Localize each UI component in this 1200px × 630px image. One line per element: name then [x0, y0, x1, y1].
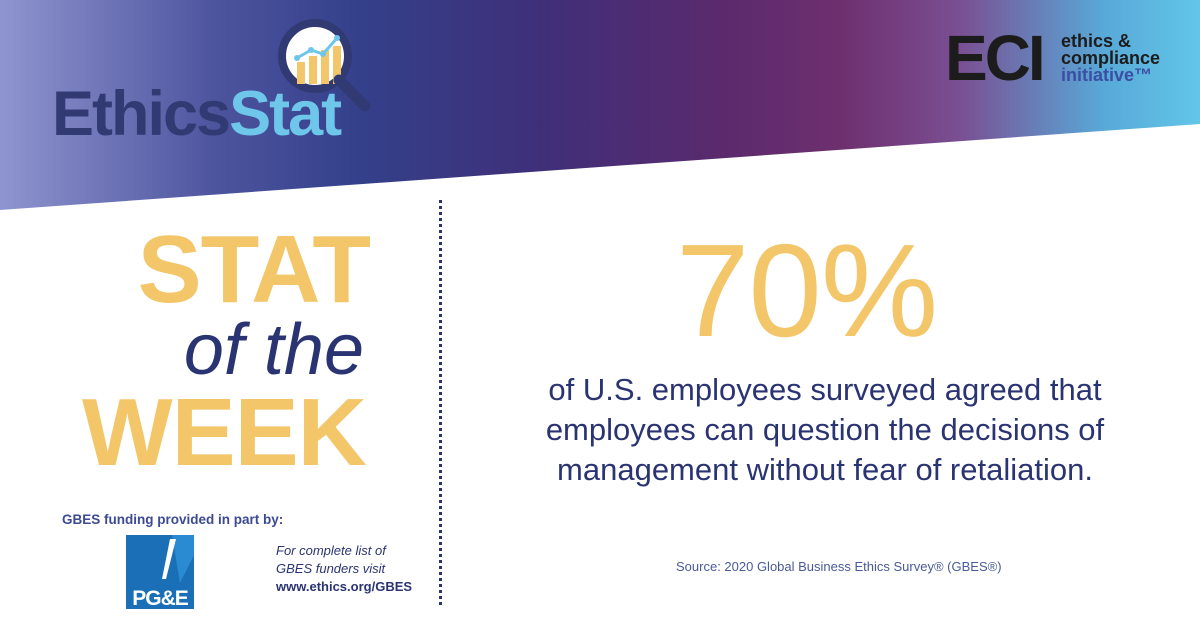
stat-statement-line3: management without fear of retaliation.	[557, 452, 1093, 487]
funders-note: For complete list of GBES funders visit …	[276, 542, 446, 596]
magnifier-chart-icon	[278, 19, 371, 112]
stat-statement-line1: of U.S. employees surveyed agreed that	[548, 372, 1102, 407]
heading-line2: of the	[183, 310, 364, 390]
stat-source: Source: 2020 Global Business Ethics Surv…	[676, 559, 1002, 574]
stat-value: 70%	[676, 217, 938, 364]
pge-logo-icon: PG&E	[126, 535, 194, 609]
pge-logo-text: PG&E	[132, 587, 189, 609]
dotted-divider	[439, 200, 442, 605]
funding-label: GBES funding provided in part by:	[62, 512, 284, 527]
funders-note-line1: For complete list of	[276, 543, 386, 558]
eci-logo-mark: ECI	[945, 22, 1046, 94]
stat-statement: of U.S. employees surveyed agreed that e…	[470, 370, 1180, 490]
heading-line1: STAT	[137, 216, 371, 323]
eci-logo-text: ethics & compliance initiative™	[1061, 31, 1181, 85]
stat-statement-line2: employees can question the decisions of	[545, 412, 1105, 447]
funders-note-line2: GBES funders visit	[276, 561, 386, 576]
ethicsstat-logo-part1: Ethics	[52, 79, 231, 149]
ethicsstat-logo-part2: Stat	[229, 79, 342, 149]
funders-url-link[interactable]: www.ethics.org/GBES	[276, 579, 413, 594]
eci-logo-line1: ethics &	[1061, 31, 1132, 51]
eci-logo-line2: compliance	[1061, 48, 1161, 68]
eci-logo-line3: initiative™	[1061, 65, 1153, 85]
heading-line3: WEEK	[82, 379, 367, 486]
ethicsstat-logo: EthicsStat	[52, 83, 342, 146]
